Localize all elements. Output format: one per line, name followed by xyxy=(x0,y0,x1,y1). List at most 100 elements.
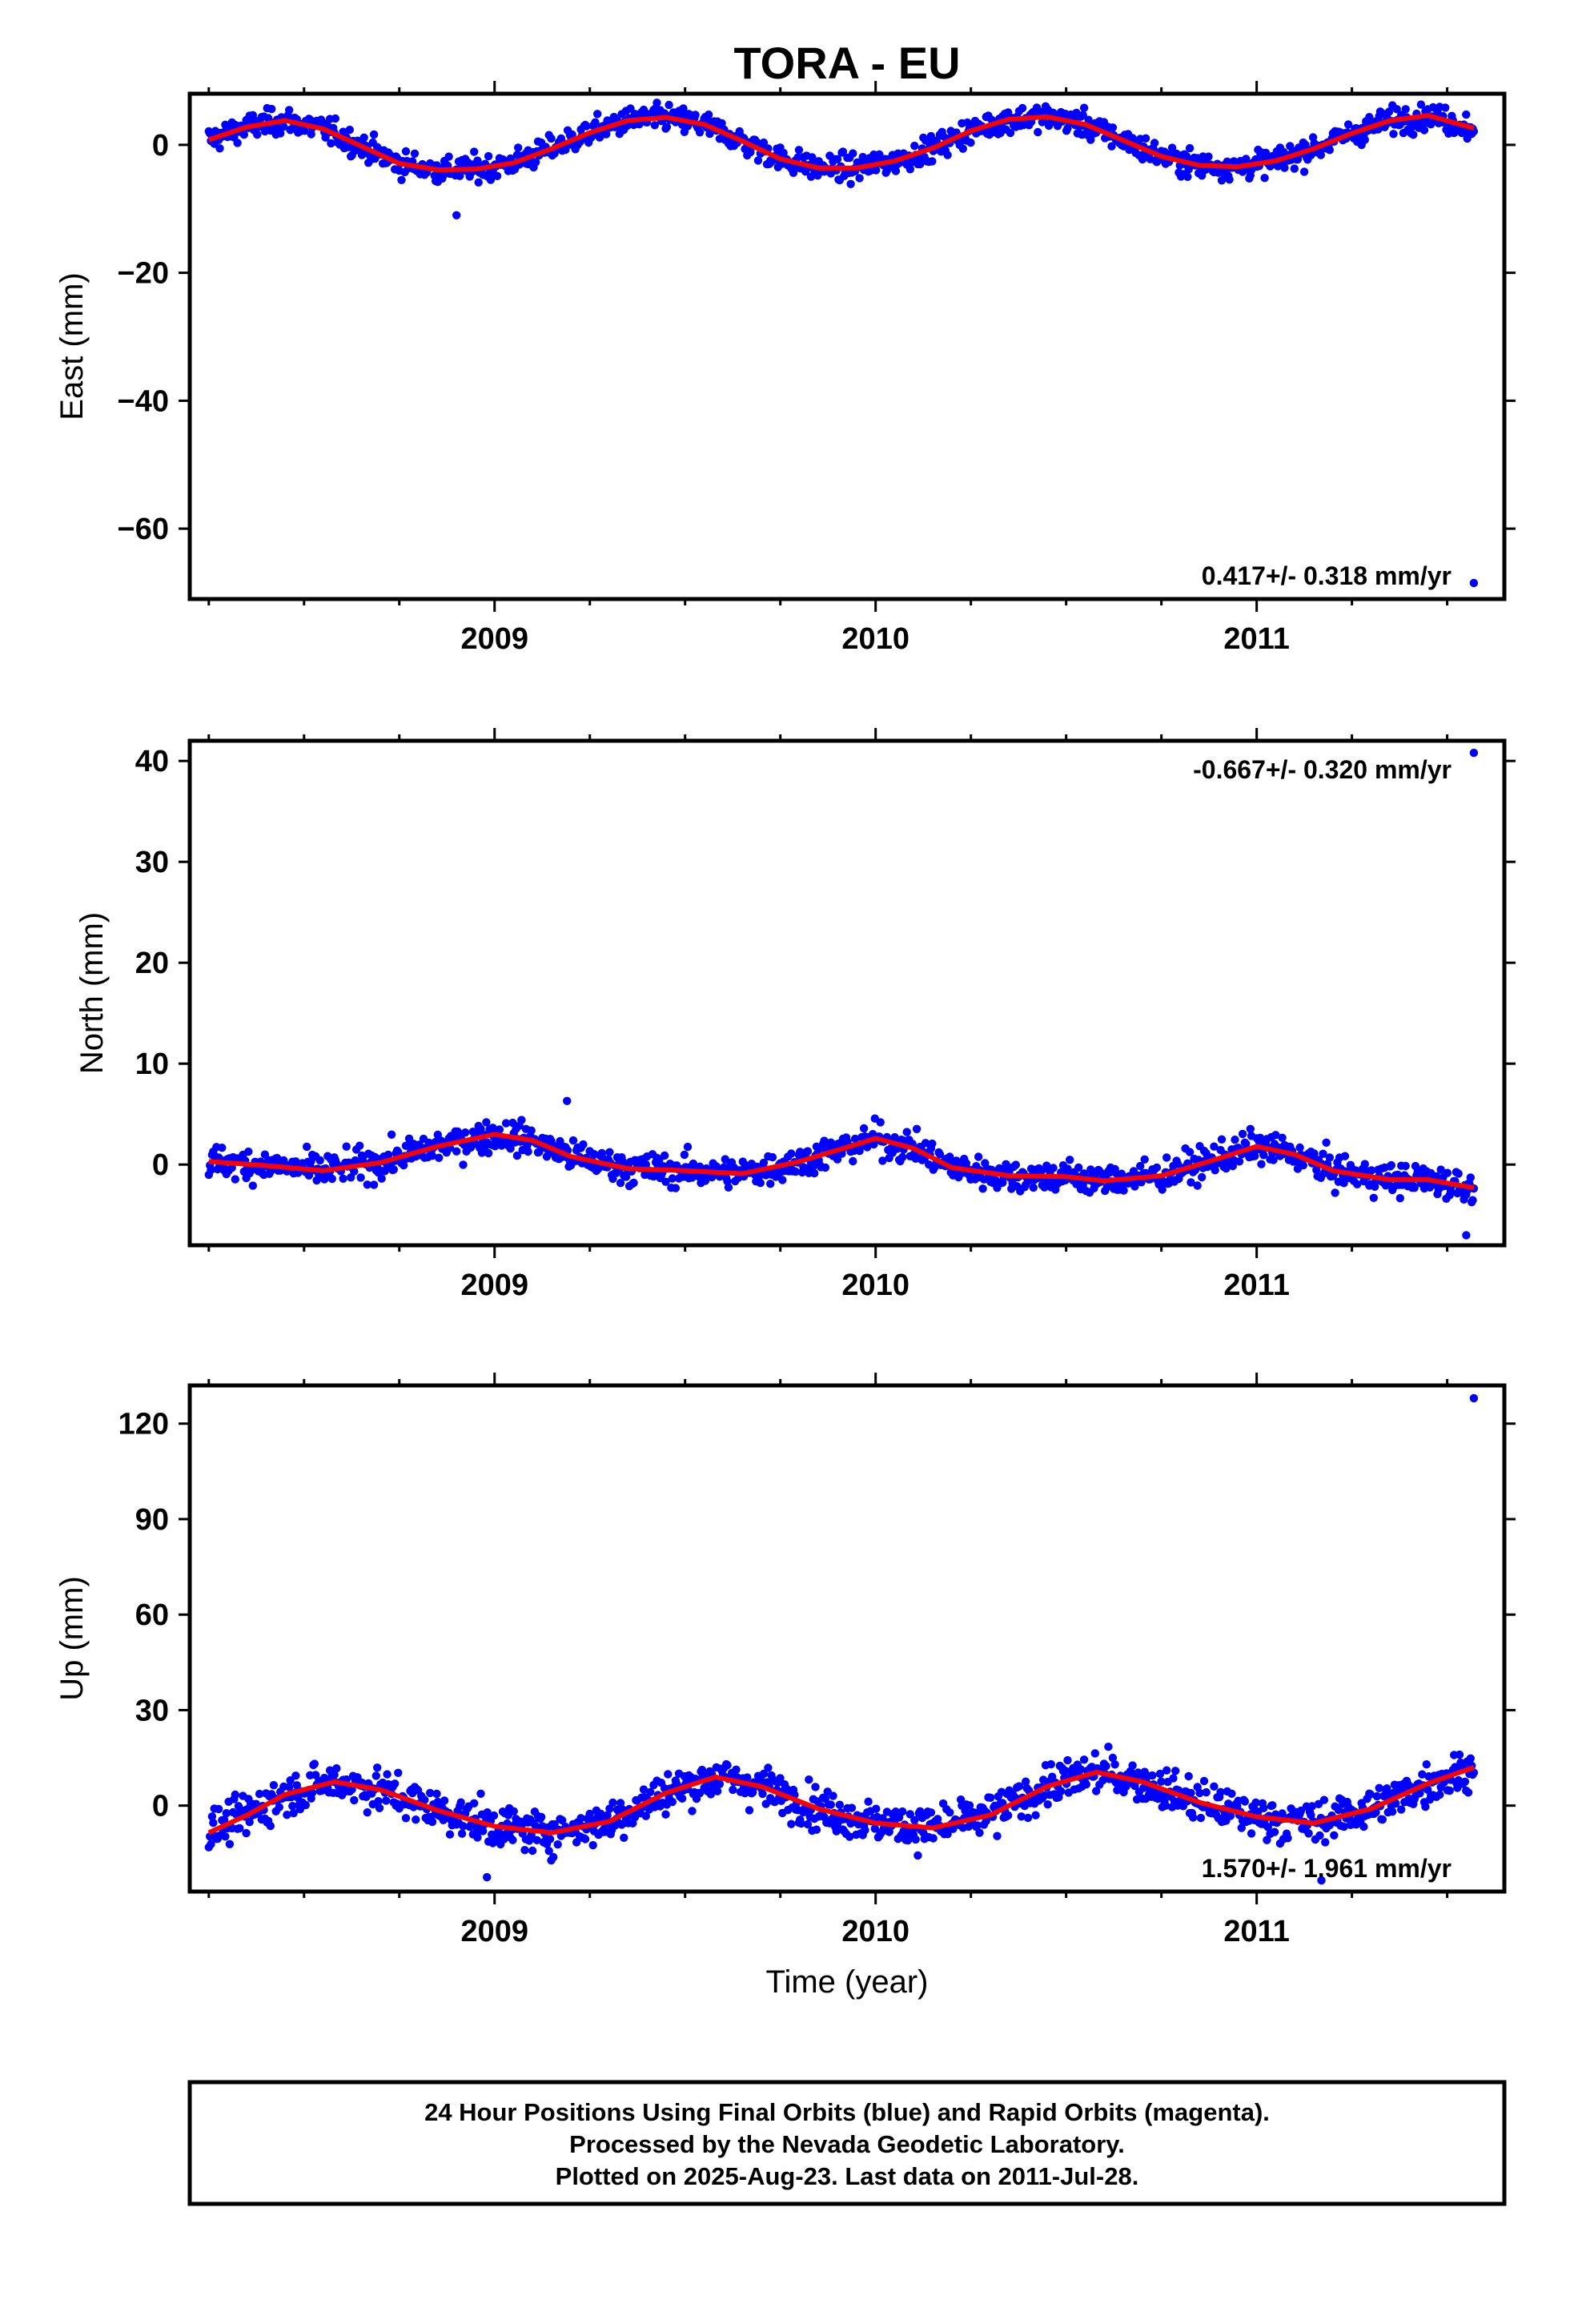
east-point xyxy=(704,111,713,119)
north-point xyxy=(859,1124,869,1133)
up-point xyxy=(1155,1769,1165,1779)
east-point xyxy=(1280,163,1289,172)
north-x-tick-label: 2010 xyxy=(841,1269,909,1302)
east-rate-label: 0.417+/- 0.318 mm/yr xyxy=(1202,561,1452,590)
up-point xyxy=(1022,1777,1030,1786)
north-point xyxy=(315,1156,324,1165)
east-point xyxy=(838,147,848,156)
up-point xyxy=(759,1769,769,1779)
north-y-axis-label: North (mm) xyxy=(74,912,110,1074)
up-point xyxy=(1330,1831,1339,1839)
up-point xyxy=(688,1807,697,1815)
up-point xyxy=(373,1763,382,1772)
up-point xyxy=(412,1815,420,1824)
north-point xyxy=(1367,1166,1376,1175)
north-point xyxy=(660,1151,669,1160)
up-y-tick-label: 30 xyxy=(135,1694,169,1727)
up-point xyxy=(207,1839,215,1848)
east-y-tick-label: −20 xyxy=(118,257,169,291)
east-y-tick-label: 0 xyxy=(152,129,169,163)
north-point xyxy=(668,1174,677,1183)
up-y-tick-label: 0 xyxy=(152,1790,169,1823)
east-x-tick-label: 2011 xyxy=(1223,622,1289,656)
up-point xyxy=(776,1774,785,1783)
east-point xyxy=(397,175,406,184)
north-point xyxy=(876,1118,885,1127)
up-point xyxy=(829,1791,837,1800)
up-point xyxy=(445,1830,455,1839)
north-point xyxy=(1162,1153,1171,1162)
up-fit-line xyxy=(207,1765,1475,1835)
north-point xyxy=(1353,1180,1362,1189)
up-point xyxy=(677,1794,687,1803)
up-point xyxy=(1108,1753,1118,1763)
north-point xyxy=(1211,1166,1219,1175)
east-outlier-point xyxy=(452,211,461,219)
up-point xyxy=(803,1819,813,1829)
east-fit-line xyxy=(207,113,1475,172)
north-point xyxy=(1066,1156,1074,1164)
east-point xyxy=(331,114,340,123)
east-point xyxy=(858,152,867,162)
up-point xyxy=(826,1800,836,1809)
up-point xyxy=(580,1835,590,1844)
up-point xyxy=(986,1793,995,1802)
up-point xyxy=(913,1851,922,1860)
up-point xyxy=(845,1832,854,1841)
up-x-tick-label: 2011 xyxy=(1223,1915,1289,1948)
east-point xyxy=(1325,146,1335,155)
up-point xyxy=(382,1796,391,1805)
up-point xyxy=(1339,1822,1348,1831)
north-point xyxy=(1325,1153,1335,1162)
north-point xyxy=(1436,1165,1445,1174)
north-point xyxy=(1011,1160,1021,1169)
up-point xyxy=(975,1828,984,1837)
up-point xyxy=(1017,1812,1026,1821)
east-point xyxy=(1078,111,1087,119)
east-point xyxy=(1086,135,1095,144)
east-point xyxy=(695,128,705,137)
east-point xyxy=(794,146,804,155)
up-point xyxy=(1422,1760,1431,1769)
north-point xyxy=(347,1173,355,1182)
up-point xyxy=(847,1803,857,1812)
east-point xyxy=(474,178,483,187)
north-point xyxy=(928,1139,937,1148)
up-point xyxy=(1102,1762,1110,1771)
up-point xyxy=(1057,1787,1066,1795)
up-point xyxy=(743,1773,752,1782)
up-point xyxy=(350,1795,359,1805)
x-axis-label: Time (year) xyxy=(766,1964,929,2000)
east-point xyxy=(1389,130,1398,139)
east-point xyxy=(215,144,224,153)
north-point xyxy=(272,1153,282,1163)
north-point xyxy=(579,1140,588,1149)
up-point xyxy=(215,1804,223,1814)
north-point xyxy=(339,1174,347,1184)
up-point xyxy=(934,1815,942,1823)
north-point xyxy=(1257,1160,1266,1168)
east-point xyxy=(1018,103,1027,113)
footer-line-1: 24 Hour Positions Using Final Orbits (bl… xyxy=(424,2098,1270,2126)
up-point xyxy=(1307,1811,1315,1819)
east-point xyxy=(1401,105,1410,114)
east-point xyxy=(966,138,975,147)
up-point xyxy=(616,1799,625,1807)
east-point xyxy=(307,130,315,139)
north-point xyxy=(363,1180,371,1189)
east-point xyxy=(1063,124,1072,133)
up-x-tick-label: 2010 xyxy=(841,1915,909,1948)
up-point xyxy=(1397,1805,1406,1814)
north-point xyxy=(618,1157,628,1166)
north-point xyxy=(902,1128,911,1136)
up-point xyxy=(903,1835,913,1845)
east-point xyxy=(1108,123,1118,132)
north-point xyxy=(1369,1193,1379,1203)
north-point xyxy=(878,1156,887,1165)
east-point xyxy=(602,130,611,139)
up-point xyxy=(545,1835,555,1844)
north-point xyxy=(1271,1131,1280,1140)
north-point xyxy=(1319,1149,1327,1159)
up-point xyxy=(1247,1829,1256,1838)
